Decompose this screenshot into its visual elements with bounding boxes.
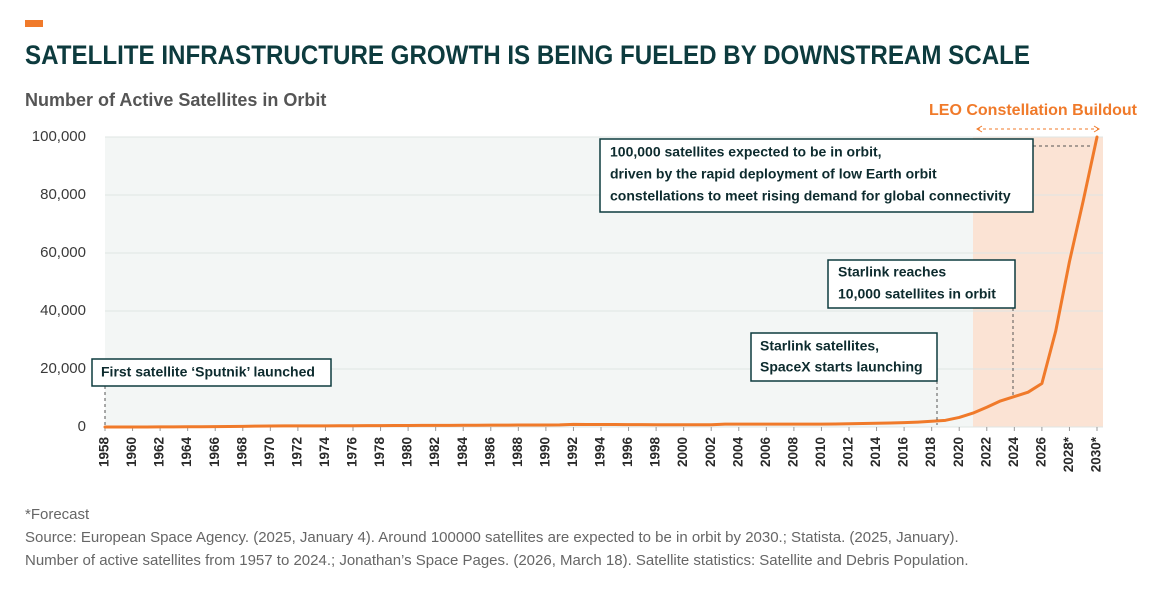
x-tick-label: 2004 <box>730 437 745 468</box>
annotation: Starlink reaches <box>838 264 946 280</box>
x-tick-label: 2024 <box>1006 437 1021 468</box>
x-tick-label: 2020 <box>951 437 966 467</box>
x-tick-label: 1970 <box>262 437 277 467</box>
x-tick-label: 1984 <box>455 437 470 468</box>
x-tick-label: 2006 <box>758 437 773 468</box>
x-tick-label: 1978 <box>372 437 387 468</box>
x-tick-label: 2022 <box>978 437 993 467</box>
x-tick-label: 1962 <box>152 437 167 467</box>
annotation: SpaceX starts launching <box>760 359 923 375</box>
x-tick-label: 1964 <box>179 437 194 468</box>
x-tick-label: 2000 <box>675 437 690 467</box>
x-tick-label: 2014 <box>868 437 883 468</box>
x-tick-label: 1996 <box>620 437 635 468</box>
ticks: 0 20,000 40,000 60,000 80,000 100,000 1958 1960… <box>32 128 1104 472</box>
arrow-head <box>1093 125 1100 133</box>
annotation: First satellite ‘Sputnik’ launched <box>101 364 315 380</box>
arrow-head <box>976 125 983 133</box>
x-tick-label: 2016 <box>896 437 911 468</box>
subtitle: Number of Active Satellites in Orbit <box>25 90 326 110</box>
annotation: constellations to meet rising demand for… <box>610 188 1011 204</box>
x-tick-label: 2010 <box>813 437 828 467</box>
y-tick-label: 100,000 <box>32 128 86 145</box>
x-tick-label: 2002 <box>703 437 718 467</box>
x-tick-label: 1988 <box>510 437 525 468</box>
x-tick-label: 1968 <box>234 437 249 468</box>
x-tick-label: 2030* <box>1089 436 1104 472</box>
y-tick-label: 80,000 <box>40 186 86 203</box>
x-tick-label: 1966 <box>207 437 222 468</box>
x-tick-label: 1990 <box>537 437 552 467</box>
annotation: driven by the rapid deployment of low Ea… <box>610 166 937 182</box>
y-tick-label: 20,000 <box>40 360 86 377</box>
x-tick-label: 2018 <box>923 437 938 468</box>
x-tick-label: 1972 <box>289 437 304 467</box>
y-tick-label: 60,000 <box>40 244 86 261</box>
annotation: 10,000 satellites in orbit <box>838 286 996 302</box>
x-tick-label: 1986 <box>482 437 497 468</box>
x-tick-label: 1982 <box>427 437 442 467</box>
series-line <box>103 135 1099 429</box>
annotation-box <box>750 332 938 382</box>
source: Number of active satellites from 1957 to… <box>25 552 969 569</box>
x-tick-label: 2008 <box>785 437 800 468</box>
chart-title: SATELLITE INFRASTRUCTURE GROWTH IS BEING… <box>25 40 1030 70</box>
x-tick-label: 1998 <box>648 437 663 468</box>
footnote: *Forecast <box>25 506 90 523</box>
x-tick-label: 1980 <box>400 437 415 467</box>
x-tick-label: 1976 <box>345 437 360 468</box>
x-tick-label: 2026 <box>1033 437 1048 468</box>
x-tick-label: 1960 <box>124 437 139 467</box>
annotation-box <box>599 138 1034 213</box>
annotations: First satellite ‘Sputnik’ launched Starl… <box>91 138 1093 425</box>
y-tick-label: 40,000 <box>40 302 86 319</box>
x-tick-label: 1974 <box>317 437 332 468</box>
annotation: Starlink satellites, <box>760 338 879 354</box>
x-tick-label: 1992 <box>565 437 580 467</box>
annotation: 100,000 satellites expected to be in orb… <box>610 144 882 160</box>
y-tick-label: 0 <box>78 418 86 435</box>
x-tick-label: 1958 <box>97 437 112 468</box>
x-tick-label: 2012 <box>841 437 856 467</box>
source: Source: European Space Agency. (2025, Ja… <box>25 529 959 546</box>
highlight-label: LEO Constellation Buildout <box>929 102 1138 119</box>
x-tick-label: 2028* <box>1061 436 1076 472</box>
annotation-box <box>827 259 1016 309</box>
line-layer <box>103 135 1099 429</box>
x-tick-label: 1994 <box>593 437 608 468</box>
annotation-box <box>91 358 332 387</box>
tag <box>25 20 43 27</box>
